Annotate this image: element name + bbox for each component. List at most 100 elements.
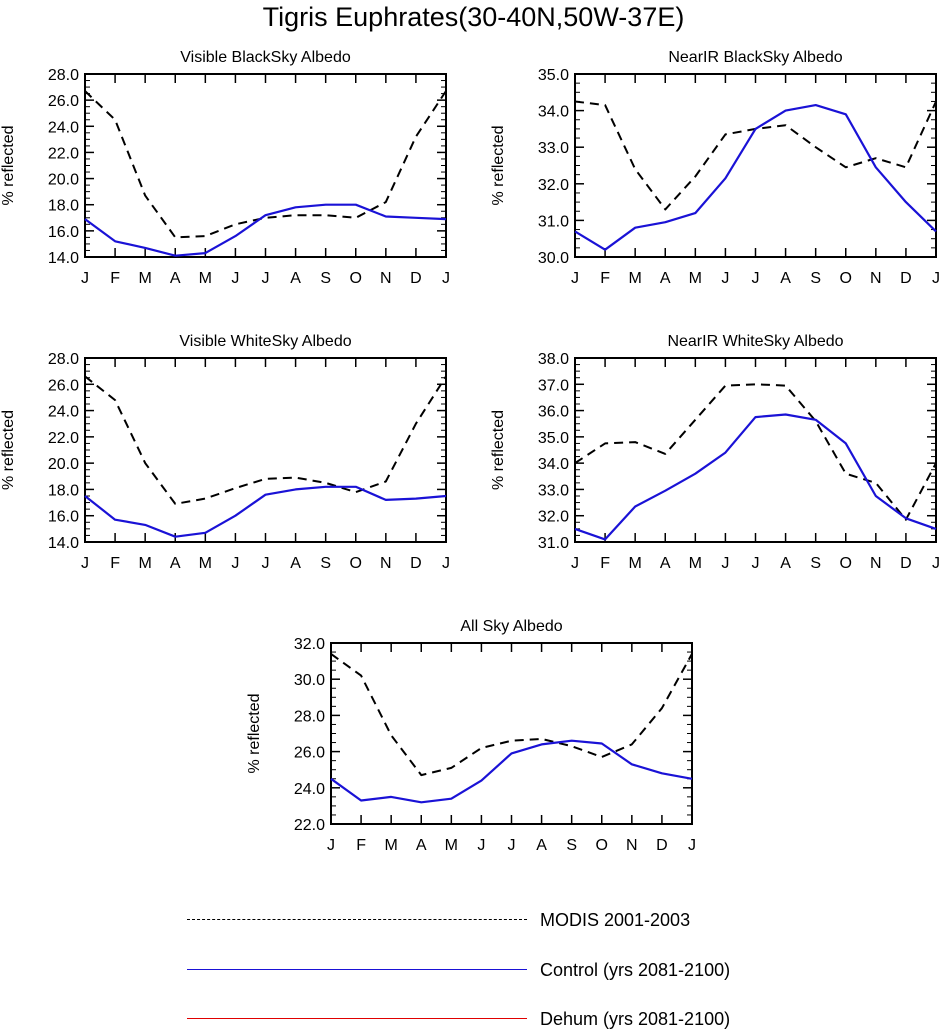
chart-panel-2: NearIR BlackSky Albedo % reflected 30.0 31.… [490, 49, 940, 287]
chart-panel-1: Visible BlackSky Albedo % reflected 14.0 16… [0, 49, 450, 287]
chart-panel-4: NearIR WhiteSky Albedo % reflected 31.0 32.… [490, 333, 940, 572]
x-tick-label: J [752, 270, 760, 287]
x-tick-label: N [380, 270, 392, 287]
y-tick-label: 34.0 [538, 456, 569, 473]
legend-item-control: Control (yrs 2081-2100) [0, 957, 947, 983]
x-tick-label: S [810, 555, 821, 572]
y-tick-label: 22.0 [294, 817, 325, 834]
y-tick-label: 24.0 [294, 781, 325, 798]
x-tick-label: A [780, 270, 791, 287]
x-tick-label: F [356, 837, 366, 854]
x-tick-label: J [231, 555, 239, 572]
y-tick-label: 18.0 [48, 198, 79, 215]
y-tick-label: 22.0 [48, 430, 79, 447]
x-tick-label: O [840, 555, 852, 572]
y-tick-label: 35.0 [538, 67, 569, 84]
y-tick-label: 28.0 [294, 708, 325, 725]
x-tick-label: J [688, 837, 696, 854]
series-line-control [574, 103, 937, 251]
x-tick-label: J [327, 837, 335, 854]
x-tick-label: O [596, 837, 608, 854]
x-tick-label: S [566, 837, 577, 854]
series-line-modis [84, 375, 447, 505]
series-line-modis [84, 90, 447, 239]
series-line-control [84, 485, 447, 538]
series-line-control [84, 203, 447, 257]
y-tick-label: 33.0 [538, 482, 569, 499]
plot-frame [84, 73, 447, 258]
x-tick-label: J [81, 270, 89, 287]
y-tick-label: 37.0 [538, 377, 569, 394]
x-tick-label: A [170, 270, 181, 287]
page-title: Tigris Euphrates(30-40N,50W-37E) [262, 2, 685, 32]
y-tick-label: 28.0 [48, 67, 79, 84]
y-tick-label: 38.0 [538, 351, 569, 368]
x-tick-label: F [600, 555, 610, 572]
y-tick-label: 14.0 [48, 250, 79, 267]
legend-label-modis: MODIS 2001-2003 [540, 910, 691, 930]
x-tick-label: M [385, 837, 398, 854]
chart-title: NearIR BlackSky Albedo [668, 49, 842, 66]
y-tick-label: 18.0 [48, 482, 79, 499]
series-line-modis [574, 383, 937, 521]
x-tick-label: N [626, 837, 638, 854]
legend-swatch-modis [187, 919, 527, 920]
x-tick-label: S [320, 555, 331, 572]
x-tick-label: J [571, 270, 579, 287]
plot-frame [574, 73, 937, 258]
x-tick-label: M [689, 555, 702, 572]
x-tick-label: N [380, 555, 392, 572]
chart-panel-5: All Sky Albedo % reflected 22.0 24.0 26.0 28.… [246, 618, 696, 854]
x-tick-label: M [139, 270, 152, 287]
chart-title: NearIR WhiteSky Albedo [667, 333, 843, 350]
y-tick-label: 26.0 [48, 93, 79, 110]
x-tick-label: J [231, 270, 239, 287]
x-tick-label: A [660, 555, 671, 572]
y-tick-label: 35.0 [538, 430, 569, 447]
y-tick-label: 24.0 [48, 119, 79, 136]
y-tick-label: 28.0 [48, 351, 79, 368]
x-tick-label: M [689, 270, 702, 287]
y-tick-label: 26.0 [48, 377, 79, 394]
x-tick-label: J [442, 270, 450, 287]
x-tick-label: M [629, 555, 642, 572]
x-tick-label: A [660, 270, 671, 287]
y-tick-label: 20.0 [48, 172, 79, 189]
y-tick-label: 30.0 [538, 250, 569, 267]
x-tick-label: O [840, 270, 852, 287]
x-tick-label: S [810, 270, 821, 287]
x-tick-label: J [442, 555, 450, 572]
y-tick-label: 31.0 [538, 213, 569, 230]
y-axis-label: % reflected [0, 410, 17, 490]
chart-title: All Sky Albedo [460, 618, 562, 635]
legend-swatch-control [187, 969, 527, 970]
x-tick-label: D [900, 555, 912, 572]
legend-label-control: Control (yrs 2081-2100) [540, 960, 731, 980]
y-tick-label: 24.0 [48, 404, 79, 421]
x-tick-label: J [721, 270, 729, 287]
x-tick-label: O [350, 555, 362, 572]
x-tick-label: J [508, 837, 516, 854]
x-tick-label: D [656, 837, 668, 854]
x-tick-label: J [81, 555, 89, 572]
x-tick-label: J [571, 555, 579, 572]
x-tick-label: J [721, 555, 729, 572]
y-axis-label: % reflected [0, 125, 17, 205]
x-tick-label: J [932, 270, 940, 287]
y-tick-label: 16.0 [48, 224, 79, 241]
y-axis-label: % reflected [490, 125, 507, 205]
chart-title: Visible BlackSky Albedo [180, 49, 351, 66]
x-tick-label: A [290, 555, 301, 572]
legend-item-modis: MODIS 2001-2003 [0, 907, 947, 933]
x-tick-label: A [536, 837, 547, 854]
y-axis-label: % reflected [490, 410, 507, 490]
chart-title: Visible WhiteSky Albedo [179, 333, 351, 350]
x-tick-label: D [410, 270, 422, 287]
x-tick-label: M [139, 555, 152, 572]
y-tick-label: 22.0 [48, 145, 79, 162]
x-tick-label: M [445, 837, 458, 854]
y-tick-label: 30.0 [294, 672, 325, 689]
x-tick-label: D [900, 270, 912, 287]
x-tick-label: O [350, 270, 362, 287]
